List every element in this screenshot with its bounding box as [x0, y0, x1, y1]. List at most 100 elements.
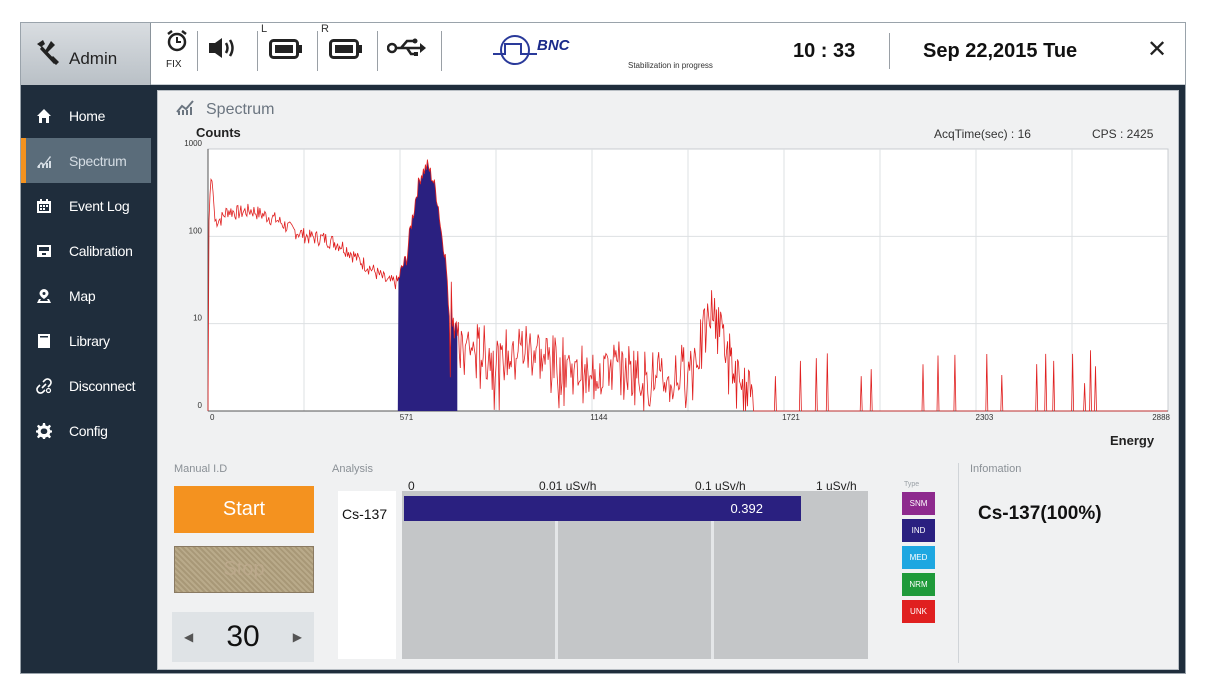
sidebar-item-home[interactable]: Home [21, 93, 151, 138]
type-chip-unk: UNK [902, 600, 935, 623]
logo-text: BNC [537, 37, 570, 54]
x-tick-label: 2888 [1152, 413, 1170, 422]
y-axis-label: Counts [196, 125, 241, 140]
sidebar-item-map[interactable]: Map [21, 273, 151, 318]
top-bar: Admin FIX L R [21, 23, 1185, 85]
status-bar: FIX L R BNC Stabilization [151, 23, 1185, 85]
alarm-clock-icon[interactable] [165, 29, 189, 62]
increment-button[interactable]: ▶ [292, 630, 302, 644]
sidebar-item-library[interactable]: Library [21, 318, 151, 363]
duration-stepper: ◀ 30 ▶ [172, 612, 314, 662]
sidebar-item-label: Config [69, 422, 108, 439]
type-chip-ind: IND [902, 519, 935, 542]
sidebar-item-label: Library [69, 332, 110, 349]
acquisition-time: AcqTime(sec) : 16 [934, 127, 1031, 141]
x-tick-label: 2303 [976, 413, 994, 422]
x-tick-label: 1721 [782, 413, 800, 422]
separator [958, 463, 959, 663]
cps-readout: CPS : 2425 [1092, 127, 1154, 141]
spectrum-line [207, 159, 1168, 412]
analysis-label: Analysis [332, 463, 373, 475]
dose-bar-area: 0.392 [402, 491, 868, 659]
nuclide-column: Cs-137 [338, 491, 396, 659]
manual-id-label: Manual I.D [174, 463, 228, 475]
type-chip-nrm: NRM [902, 573, 935, 596]
stop-button[interactable]: Stop [174, 546, 314, 593]
x-tick-label: 571 [400, 413, 414, 422]
separator [377, 31, 378, 71]
x-tick-label: 0 [210, 413, 215, 422]
information-label: Infomation [970, 463, 1022, 475]
type-legend-title: Type [904, 481, 920, 488]
sidebar-item-spectrum[interactable]: Spectrum [21, 138, 151, 183]
sidebar-item-label: Calibration [69, 242, 133, 259]
sidebar-item-calibration[interactable]: Calibration [21, 228, 151, 273]
dose-bar: 0.392 [404, 496, 801, 521]
chart-icon [35, 152, 53, 170]
separator [197, 31, 198, 71]
x-axis-label: Energy [1110, 433, 1155, 448]
scale-label: 0.01 uSv/h [539, 479, 597, 493]
tools-icon [33, 38, 61, 71]
scale-label: 0 [408, 479, 415, 493]
calibration-icon [35, 242, 53, 260]
usb-icon [386, 37, 427, 64]
type-legend: Type SNM IND MED NRM UNK [894, 481, 938, 627]
right-battery-icon [329, 39, 363, 64]
y-tick-label: 100 [189, 226, 203, 235]
sidebar-item-label: Home [69, 107, 106, 124]
content-area: Spectrum Counts AcqTime(sec) : 16 CPS : … [157, 90, 1179, 670]
calendar-icon [35, 197, 53, 215]
left-battery-icon [269, 39, 303, 64]
spectrum-title: Spectrum [176, 99, 274, 120]
separator [257, 31, 258, 71]
spectrum-chart: 0 10 100 1000 0 571 1144 1721 2303 2888 [184, 139, 1170, 422]
user-box[interactable]: Admin [21, 23, 151, 85]
peak-highlight [397, 159, 458, 411]
user-name: Admin [69, 49, 118, 68]
app-window: Admin FIX L R [20, 22, 1186, 674]
separator [441, 31, 442, 71]
separator [889, 33, 890, 69]
stepper-value: 30 [226, 620, 260, 653]
type-chip-snm: SNM [902, 492, 935, 515]
scale-label: 1 uSv/h [816, 479, 857, 493]
spectrum-title-text: Spectrum [206, 100, 275, 118]
gear-icon [35, 422, 53, 440]
main-panel: Spectrum Counts AcqTime(sec) : 16 CPS : … [151, 85, 1185, 673]
sidebar-item-label: Map [69, 287, 96, 304]
nuclide-name: Cs-137 [342, 506, 388, 522]
sidebar-item-event-log[interactable]: Event Log [21, 183, 151, 228]
clock: 10 : 33 [793, 40, 856, 62]
grid-line [555, 521, 558, 659]
analysis-panel: Cs-137 0.392 [338, 491, 868, 659]
book-icon [35, 332, 53, 350]
left-battery-letter: L [261, 23, 268, 35]
sidebar-item-disconnect[interactable]: Disconnect [21, 363, 151, 408]
sidebar-item-config[interactable]: Config [21, 408, 151, 453]
scale-label: 0.1 uSv/h [695, 479, 746, 493]
identification-result: Cs-137(100%) [978, 503, 1102, 524]
date: Sep 22,2015 Tue [923, 40, 1078, 62]
right-battery-letter: R [321, 23, 329, 35]
close-button[interactable]: ✕ [1147, 36, 1168, 63]
link-icon [35, 377, 53, 395]
separator [317, 31, 318, 71]
sidebar-item-label: Event Log [69, 197, 130, 214]
sidebar-item-label: Spectrum [69, 152, 127, 169]
map-pin-icon [35, 287, 53, 305]
decrement-button[interactable]: ◀ [184, 630, 194, 644]
speaker-icon[interactable] [207, 37, 241, 64]
grid-line [711, 521, 714, 659]
stabilization-status: Stabilization in progress [628, 61, 713, 70]
y-tick-label: 0 [198, 401, 203, 410]
sidebar-item-label: Disconnect [69, 377, 136, 394]
start-button[interactable]: Start [174, 486, 314, 533]
bnc-logo-icon [491, 33, 539, 72]
chart-icon [176, 99, 206, 120]
home-icon [35, 107, 53, 125]
fix-label: FIX [166, 59, 182, 70]
y-tick-label: 1000 [184, 139, 202, 148]
dose-value: 0.392 [730, 501, 763, 516]
type-chip-med: MED [902, 546, 935, 569]
